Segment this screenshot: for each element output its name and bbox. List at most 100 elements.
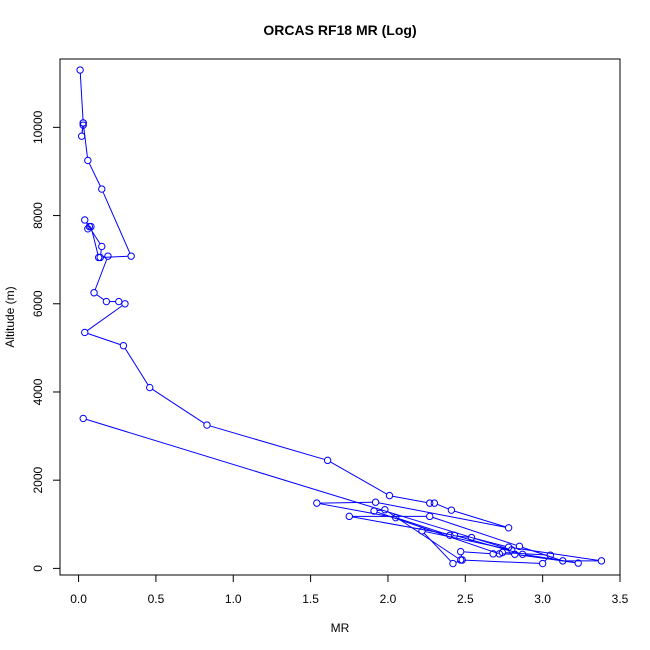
- data-point: [597, 557, 606, 565]
- data-point: [127, 252, 135, 260]
- data-point: [418, 527, 426, 535]
- series-layer: [76, 66, 606, 568]
- data-point: [77, 132, 86, 140]
- data-point: [90, 289, 98, 297]
- data-point: [79, 414, 87, 423]
- series-line-segment: [437, 503, 449, 510]
- series-line-segment: [152, 388, 205, 424]
- series-line-segment: [102, 191, 131, 254]
- series-line-segment: [330, 461, 387, 495]
- y-tick-label: 2000: [31, 467, 45, 494]
- series-line-segment: [378, 502, 506, 528]
- data-point: [515, 542, 524, 551]
- data-point: [456, 547, 465, 556]
- y-axis-label: Altitude (m): [3, 286, 17, 347]
- x-tick-label: 0.5: [148, 592, 165, 606]
- data-point: [203, 421, 211, 429]
- x-tick-label: 0.0: [70, 592, 87, 606]
- series-line-segment: [83, 126, 88, 158]
- data-point: [391, 513, 400, 522]
- y-tick-label: 8000: [31, 202, 45, 229]
- series-line-segment: [88, 163, 101, 187]
- series-line-segment: [376, 511, 497, 554]
- data-point: [371, 498, 380, 506]
- data-point: [458, 556, 466, 564]
- data-point: [119, 341, 128, 350]
- series-line-segment: [87, 332, 121, 346]
- data-point: [81, 216, 89, 224]
- data-point: [446, 531, 454, 540]
- series-line-segment: [463, 559, 540, 564]
- series-line-segment: [425, 531, 509, 550]
- x-axis: 0.0 0.5 1.0 1.5 2.0 2.5 3.0 3.5: [70, 574, 629, 606]
- series-line-segment: [79, 73, 84, 120]
- data-point: [323, 456, 332, 465]
- data-point: [538, 559, 547, 568]
- data-point: [98, 242, 106, 251]
- series-line-segment: [100, 249, 102, 255]
- data-point: [98, 185, 106, 193]
- series-line-segment: [91, 229, 99, 255]
- y-tick-label: 4000: [31, 378, 45, 405]
- series-line-segment: [87, 305, 123, 331]
- data-point: [467, 533, 476, 542]
- data-point: [94, 253, 103, 262]
- series-line-segment: [544, 557, 549, 562]
- series-line-segment: [423, 532, 452, 562]
- data-point: [121, 300, 129, 308]
- chart-title: ORCAS RF18 MR (Log): [263, 22, 416, 38]
- series-line-segment: [96, 294, 105, 301]
- series-line-segment: [319, 501, 373, 504]
- data-point: [504, 524, 513, 532]
- data-point: [102, 297, 111, 306]
- series-line-segment: [94, 258, 108, 290]
- data-point: [426, 499, 434, 507]
- x-tick-label: 2.5: [457, 592, 474, 606]
- data-point: [449, 559, 457, 568]
- series-line-segment: [522, 546, 560, 561]
- data-point: [559, 557, 567, 565]
- series-line-segment: [511, 547, 599, 561]
- data-point: [104, 252, 112, 260]
- y-tick-label: 6000: [31, 290, 45, 317]
- x-tick-label: 3.5: [612, 592, 629, 606]
- series-line-segment: [452, 535, 469, 538]
- y-tick-label: 0: [31, 565, 45, 572]
- x-tick-label: 1.5: [302, 592, 319, 606]
- data-point: [84, 156, 92, 165]
- data-point: [313, 499, 321, 507]
- y-axis: 0 2000 4000 6000 8000 10000: [31, 110, 61, 572]
- series-line-segment: [81, 126, 84, 134]
- data-point: [87, 222, 95, 231]
- data-point: [447, 506, 456, 514]
- x-tick-label: 1.0: [225, 592, 242, 606]
- data-point: [76, 66, 84, 74]
- x-axis-label: MR: [331, 621, 350, 635]
- data-point: [508, 546, 516, 554]
- data-point: [430, 499, 439, 507]
- data-point: [574, 559, 582, 567]
- series-line-segment: [398, 518, 447, 535]
- data-point: [489, 550, 497, 558]
- series-line-segment: [124, 348, 149, 386]
- x-tick-label: 2.0: [380, 592, 397, 606]
- data-point: [546, 551, 555, 559]
- y-tick-label: 10000: [31, 110, 45, 144]
- x-tick-label: 3.0: [534, 592, 551, 606]
- series-line-segment: [432, 516, 517, 546]
- series-line-segment: [392, 495, 427, 504]
- data-point: [381, 506, 389, 514]
- series-line-segment: [209, 425, 325, 460]
- series-line-segment: [103, 255, 128, 258]
- data-point: [450, 531, 459, 540]
- data-point: [115, 297, 123, 306]
- data-point: [498, 548, 507, 557]
- data-point: [345, 512, 353, 521]
- data-point: [370, 507, 378, 515]
- data-point: [79, 121, 87, 129]
- data-point: [426, 512, 434, 521]
- data-point: [518, 550, 527, 558]
- data-point: [81, 328, 89, 337]
